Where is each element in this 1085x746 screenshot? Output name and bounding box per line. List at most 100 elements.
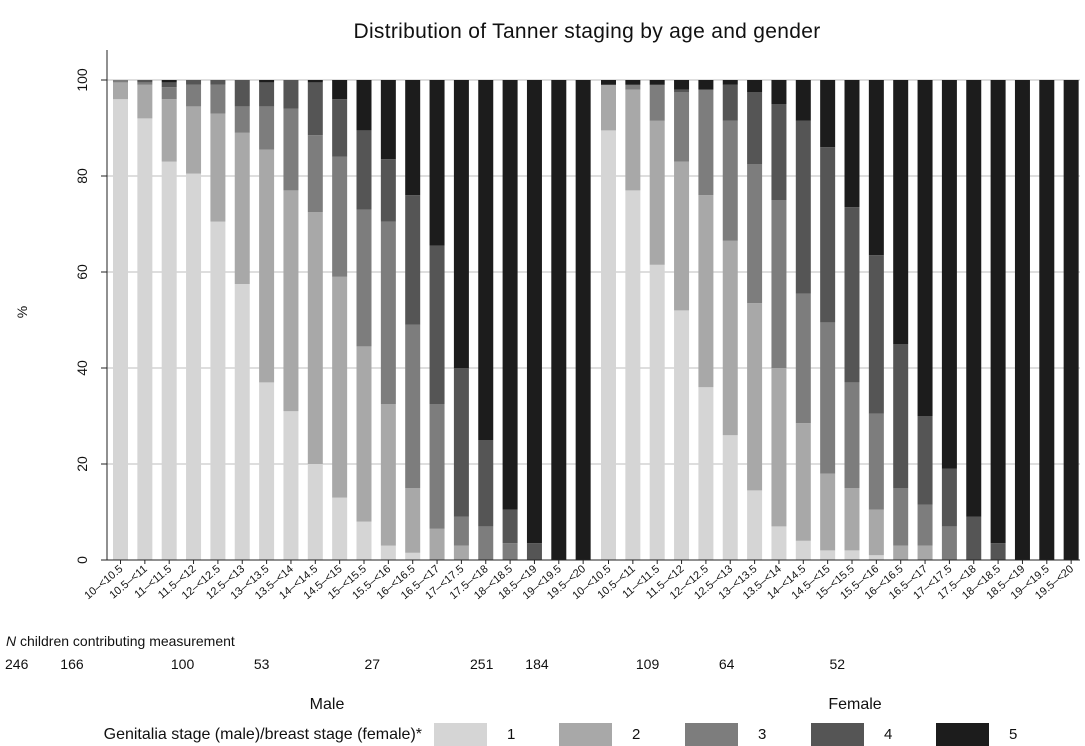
bar-segment-stage-4: [210, 80, 226, 85]
bars: [113, 80, 1079, 561]
y-tick-label: 0: [74, 556, 90, 564]
bar-segment-stage-5: [966, 80, 982, 517]
bar-segment-stage-2: [210, 113, 226, 222]
bar-segment-stage-2: [380, 404, 396, 546]
bar-segment-stage-4: [283, 80, 299, 109]
bar-segment-stage-3: [795, 293, 811, 424]
bar-segment-stage-2: [307, 212, 323, 464]
bar-segment-stage-1: [210, 221, 226, 560]
bar-segment-stage-1: [722, 435, 738, 560]
bar-segment-stage-5: [332, 80, 348, 100]
bar-segment-stage-1: [868, 555, 884, 560]
bar-segment-stage-5: [990, 80, 1006, 544]
y-tick-label: 100: [74, 68, 90, 92]
bar-segment-stage-2: [771, 368, 787, 527]
bar-segment-stage-4: [502, 509, 518, 544]
bar-segment-stage-5: [502, 80, 518, 510]
bar-segment-stage-3: [429, 404, 445, 529]
n-count: 166: [60, 656, 84, 672]
bar-segment-stage-1: [307, 464, 323, 560]
bar-segment-stage-5: [941, 80, 957, 469]
bar-segment-stage-1: [259, 382, 275, 560]
bar-segment-stage-3: [941, 526, 957, 560]
bar-segment-stage-5: [259, 80, 275, 83]
bar-segment-stage-3: [356, 209, 372, 347]
bar-segment-stage-3: [844, 382, 860, 488]
bar-segment-stage-5: [722, 80, 738, 85]
group-labels: Male Female: [310, 696, 882, 713]
bar-segment-stage-5: [771, 80, 787, 104]
bar-segment-stage-5: [844, 80, 860, 208]
legend-swatch-4: [811, 723, 864, 746]
bar-segment-stage-5: [698, 80, 714, 90]
n-label-rest: children contributing measurement: [16, 633, 235, 649]
bar-segment-stage-4: [307, 82, 323, 136]
n-count: 251: [470, 656, 494, 672]
n-count: 100: [171, 656, 195, 672]
bar-segment-stage-2: [161, 99, 177, 162]
bar-segment-stage-5: [161, 80, 177, 83]
bar-segment-stage-3: [722, 120, 738, 241]
bar-segment-stage-5: [380, 80, 396, 160]
bar-segment-stage-2: [917, 545, 933, 560]
bar-segment-stage-5: [625, 80, 641, 85]
group-label-female: Female: [828, 696, 881, 713]
bar-segment-stage-1: [698, 387, 714, 560]
bar-segment-stage-3: [161, 87, 177, 100]
bar-segment-stage-4: [380, 159, 396, 222]
bar-segment-stage-3: [380, 221, 396, 404]
bar-segment-stage-5: [429, 80, 445, 246]
bar-segment-stage-2: [601, 84, 616, 131]
n-count: 246: [5, 656, 29, 672]
bar-segment-stage-3: [698, 89, 714, 196]
bar-segment-stage-1: [186, 173, 202, 560]
legend-label-2: 2: [632, 726, 640, 743]
bar-segment-stage-2: [698, 195, 714, 388]
bar-segment-stage-5: [1063, 80, 1079, 560]
n-count: 109: [636, 656, 660, 672]
bar-segment-stage-5: [893, 80, 909, 344]
bar-segment-stage-2: [820, 473, 836, 551]
y-axis: 0 20 40 60 80 100: [74, 50, 108, 564]
bar-segment-stage-4: [966, 516, 982, 560]
bar-segment-stage-3: [868, 413, 884, 510]
bar-segment-stage-2: [113, 82, 128, 100]
n-label: N children contributing measurement: [6, 633, 235, 649]
bar-segment-stage-4: [356, 130, 372, 210]
bar-segment-stage-5: [674, 80, 690, 90]
bar-segment-stage-5: [1039, 80, 1055, 560]
bar-segment-stage-1: [161, 161, 177, 560]
bar-segment-stage-4: [259, 82, 275, 107]
legend-swatch-1: [434, 723, 487, 746]
bar-segment-stage-3: [453, 516, 469, 546]
legend-swatch-2: [559, 723, 612, 746]
bar-segment-stage-1: [601, 130, 616, 560]
bar-segment-stage-1: [380, 545, 396, 560]
bar-group-male: [113, 80, 591, 561]
bar-segment-stage-2: [259, 149, 275, 383]
bar-segment-stage-5: [307, 80, 323, 83]
bar-segment-stage-3: [259, 106, 275, 150]
bar-segment-stage-3: [771, 200, 787, 368]
bar-segment-stage-5: [551, 80, 567, 560]
legend-swatch-5: [936, 723, 989, 746]
y-axis-label: %: [14, 306, 30, 318]
bar-segment-stage-5: [795, 80, 811, 121]
bar-segment-stage-4: [722, 84, 738, 121]
bar-segment-stage-5: [917, 80, 933, 416]
bar-segment-stage-4: [893, 344, 909, 488]
n-count: 27: [364, 656, 380, 672]
legend: Genitalia stage (male)/breast stage (fem…: [104, 723, 1017, 746]
bar-segment-stage-2: [868, 509, 884, 556]
bar-segment-stage-5: [478, 80, 494, 440]
bar-segment-stage-2: [283, 190, 299, 412]
bar-segment-stage-3: [649, 84, 665, 121]
bar-segment-stage-3: [307, 135, 323, 212]
bar-segment-stage-3: [186, 84, 202, 107]
bar-segment-stage-4: [917, 416, 933, 505]
n-count: 64: [719, 656, 735, 672]
bar-segment-stage-5: [526, 80, 542, 544]
legend-label-3: 3: [758, 726, 766, 743]
x-tick-labels: 10–<10.510.5–<1111–<11.511.5–<1212–<12.5…: [82, 560, 1076, 602]
